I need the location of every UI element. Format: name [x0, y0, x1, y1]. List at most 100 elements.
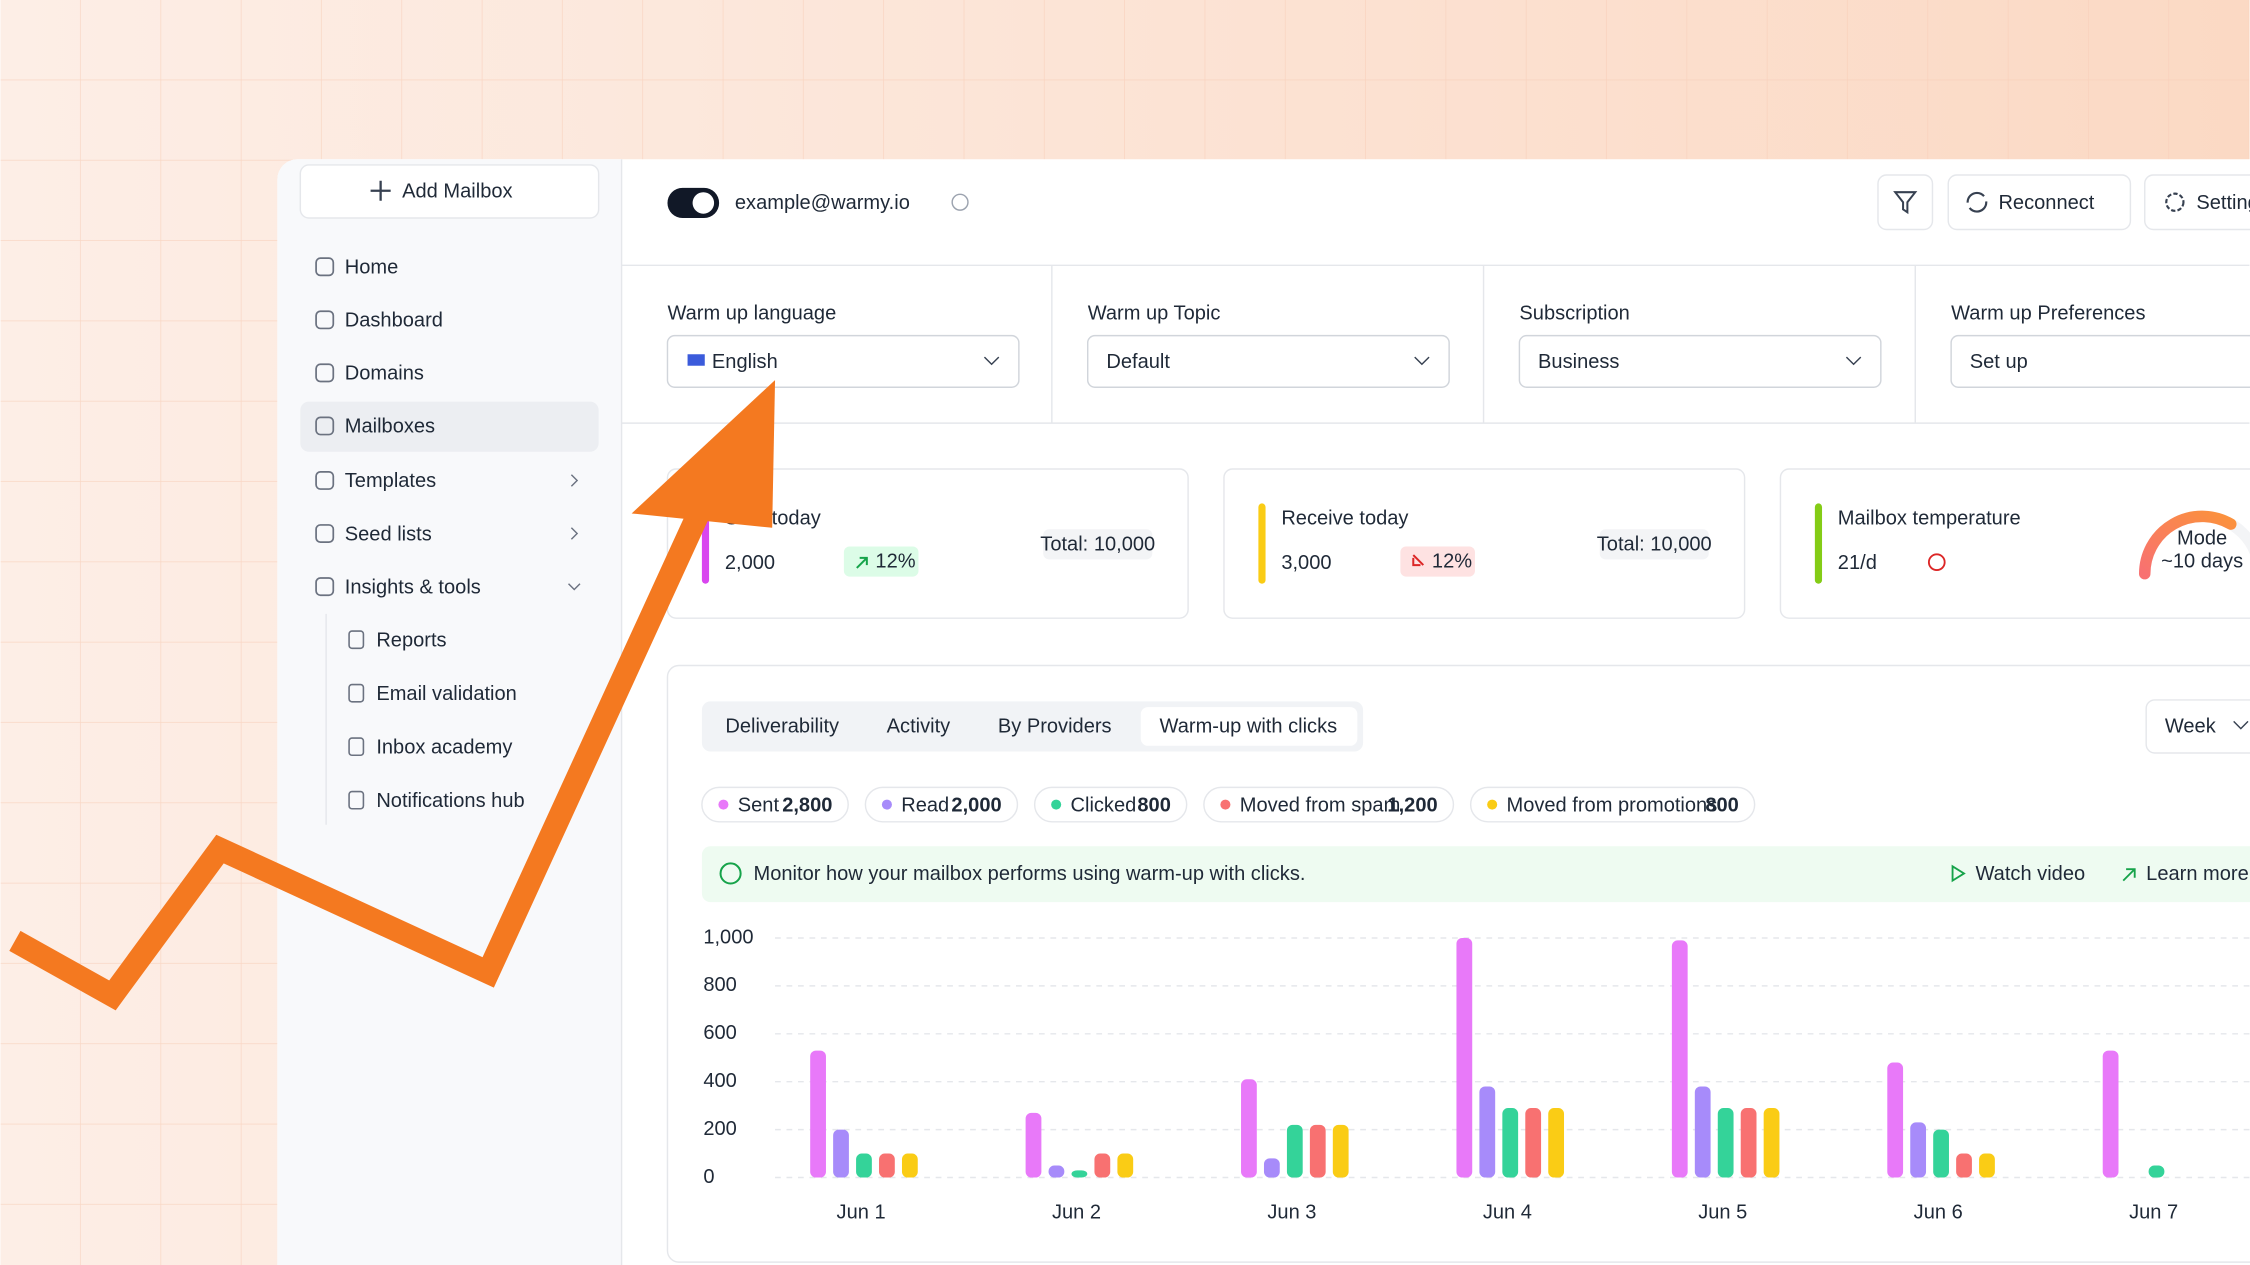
nav-icon: [315, 524, 335, 544]
add-mailbox-button[interactable]: [299, 164, 600, 219]
arrow-line: [9, 451, 736, 1011]
subnav-item[interactable]: Reports: [376, 629, 446, 651]
learn-more-link[interactable]: Learn more: [2146, 863, 2249, 885]
tab[interactable]: Warm-up with clicks: [1160, 715, 1338, 737]
stat-accent: [1258, 503, 1266, 584]
bar: [1241, 1079, 1257, 1178]
bar: [1502, 1108, 1519, 1178]
info-text: Monitor how your mailbox performs using …: [754, 863, 1306, 885]
tab[interactable]: Activity: [887, 715, 951, 737]
gauge-caption: Mode: [2177, 528, 2227, 550]
setting-select[interactable]: [1086, 334, 1450, 388]
settings-icon: [2165, 192, 2185, 212]
setting-value: Business: [1538, 351, 1619, 373]
x-tick-label: Jun 3: [1267, 1202, 1316, 1224]
reconnect-label: Reconnect: [1998, 192, 2094, 214]
setting-select[interactable]: [1518, 334, 1882, 388]
y-tick-label: 600: [703, 1022, 736, 1044]
week-select[interactable]: [2145, 699, 2250, 754]
filter-button[interactable]: [1877, 174, 1934, 231]
y-tick-label: 0: [703, 1166, 714, 1188]
reconnect-button[interactable]: [1947, 174, 2132, 231]
legend-pill[interactable]: [864, 786, 1019, 823]
setting-label: Warm up Preferences: [1951, 302, 2145, 324]
stat-card: [1779, 468, 2250, 619]
change-arrow: [1412, 554, 1425, 567]
setting-select[interactable]: [666, 334, 1020, 388]
nav-item[interactable]: Home: [345, 256, 399, 278]
info-bar: [701, 846, 2250, 903]
bar: [1763, 1108, 1780, 1178]
nav-icon: [315, 363, 335, 383]
add-mailbox-label: Add Mailbox: [402, 180, 512, 202]
tab[interactable]: By Providers: [998, 715, 1112, 737]
bar: [1979, 1153, 1995, 1178]
legend-total: 2,000: [951, 794, 1001, 816]
stat-label: Mailbox temperature: [1838, 507, 2021, 529]
bar: [810, 1050, 826, 1178]
sidebar: [277, 159, 622, 1265]
stat-accent: [1814, 503, 1823, 584]
watch-video-link[interactable]: Watch video: [1976, 863, 2086, 885]
legend-dot: [1487, 799, 1498, 810]
subnav-item[interactable]: Inbox academy: [376, 736, 512, 758]
watch-icon: [1951, 864, 1966, 883]
subnav-icon: [348, 737, 365, 757]
legend-total: 1,200: [1387, 794, 1437, 816]
subnav-item[interactable]: Email validation: [376, 683, 517, 705]
legend-pill[interactable]: [1203, 786, 1455, 823]
chevron-right: [570, 474, 579, 487]
legend-dot: [718, 799, 729, 810]
active-tab-bg: [1140, 707, 1358, 746]
legend-pill[interactable]: [1033, 786, 1188, 823]
bar: [1933, 1129, 1949, 1178]
select-chevron: [1414, 356, 1430, 366]
subnav-item[interactable]: Notifications hub: [376, 790, 524, 812]
change-badge: [843, 546, 919, 577]
bar: [1263, 1158, 1280, 1178]
tab[interactable]: Deliverability: [725, 715, 839, 737]
week-chevron: [2233, 720, 2249, 730]
x-tick-label: Jun 2: [1052, 1202, 1101, 1224]
bar: [1956, 1153, 1972, 1178]
change-arrow: [856, 556, 868, 569]
chevron-right: [570, 527, 579, 540]
change-badge: [1400, 546, 1475, 577]
nav-item[interactable]: Domains: [345, 363, 424, 385]
toggle-knob: [692, 192, 715, 214]
nav-item[interactable]: Templates: [345, 470, 436, 492]
legend-name: Read: [901, 794, 949, 816]
info-bar-icon: [719, 862, 742, 885]
total-badge: [1043, 529, 1153, 560]
bar: [1286, 1124, 1303, 1178]
legend-pill[interactable]: [1469, 786, 1756, 823]
bar: [1071, 1170, 1088, 1178]
legend-total: 800: [1705, 794, 1738, 816]
settings-button[interactable]: [2144, 174, 2250, 231]
nav-item[interactable]: Seed lists: [345, 523, 432, 545]
y-tick-label: 800: [703, 974, 736, 996]
legend-pill[interactable]: [701, 786, 849, 823]
learn-icon: [2122, 868, 2136, 882]
setting-select[interactable]: [1950, 334, 2250, 388]
setting-label: Warm up Topic: [1088, 302, 1221, 324]
nav-item[interactable]: Insights & tools: [345, 576, 481, 598]
bar: [1456, 937, 1473, 1178]
bar: [1025, 1112, 1042, 1178]
info-icon: [951, 193, 969, 211]
legend-name: Clicked: [1070, 794, 1136, 816]
chevron-down: [568, 583, 581, 591]
gauge-arc: [2139, 510, 2237, 580]
bar: [1117, 1153, 1134, 1178]
legend-dot: [1220, 799, 1231, 810]
nav-item[interactable]: Dashboard: [345, 310, 443, 332]
setting-value: Default: [1106, 351, 1170, 373]
stat-value: 2,000: [725, 552, 775, 574]
nav-item[interactable]: Mailboxes: [345, 416, 435, 438]
bar: [2102, 1050, 2119, 1178]
legend-total: 800: [1137, 794, 1170, 816]
select-chevron: [983, 356, 1000, 366]
y-tick-label: 400: [703, 1070, 736, 1092]
